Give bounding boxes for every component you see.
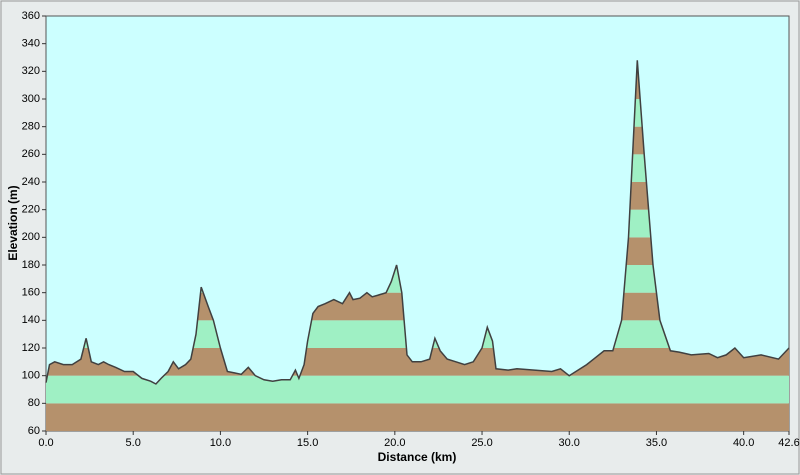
y-tick-label: 260 (22, 148, 40, 160)
y-tick-label: 60 (28, 425, 40, 437)
y-tick-label: 180 (22, 259, 40, 271)
x-tick-label: 15.0 (297, 437, 318, 449)
y-tick-label: 80 (28, 397, 40, 409)
x-tick-label: 30.0 (559, 437, 580, 449)
y-tick-label: 200 (22, 231, 40, 243)
y-tick-label: 120 (22, 342, 40, 354)
elevation-line (45, 60, 790, 385)
y-tick-label: 240 (22, 176, 40, 188)
y-tick-label: 220 (22, 204, 40, 216)
x-tick-label: 20.0 (384, 437, 405, 449)
y-tick-label: 100 (22, 370, 40, 382)
elevation-band (46, 403, 789, 431)
elevation-band (46, 375, 789, 404)
y-tick-label: 160 (22, 287, 40, 299)
x-tick-label: 25.0 (471, 437, 492, 449)
x-tick-label: 35.0 (646, 437, 667, 449)
x-axis-title: Distance (km) (378, 450, 457, 464)
y-tick-label: 320 (22, 65, 40, 77)
y-tick-label: 340 (22, 38, 40, 50)
y-tick-label: 280 (22, 121, 40, 133)
y-tick-label: 360 (22, 10, 40, 22)
x-tick-label: 10.0 (210, 437, 231, 449)
y-axis-title: Elevation (m) (6, 185, 20, 260)
y-tick-label: 300 (22, 93, 40, 105)
y-tick-label: 140 (22, 314, 40, 326)
x-tick-label: 42.6 (778, 437, 799, 449)
x-tick-label: 5.0 (126, 437, 141, 449)
x-tick-label: 0.0 (38, 437, 53, 449)
x-tick-label: 40.0 (733, 437, 754, 449)
